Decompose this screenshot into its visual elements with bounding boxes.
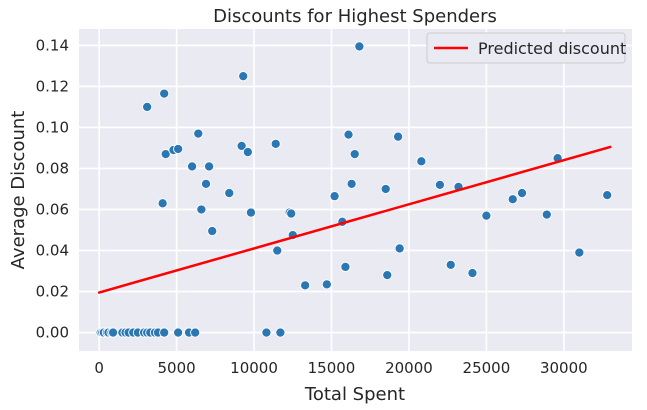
data-point [157, 198, 168, 209]
data-point [160, 149, 171, 160]
y-gridlines [79, 44, 632, 334]
data-point [416, 156, 427, 167]
data-point [270, 138, 281, 149]
x-axis-label: Total Spent [304, 384, 405, 405]
x-gridlines [98, 29, 565, 351]
data-point [507, 194, 518, 205]
legend-box [426, 32, 626, 64]
y-tick-label: 0.00 [36, 324, 69, 342]
data-point [200, 178, 212, 189]
data-point [142, 101, 153, 112]
x-tick-label: 30000 [540, 359, 588, 377]
plot-area [79, 29, 632, 351]
data-point [329, 191, 340, 202]
x-tick-labels: 0 5000 10000 15000 20000 25000 30000 [94, 359, 587, 377]
x-tick-label: 5000 [157, 359, 195, 377]
y-tick-label: 0.04 [36, 242, 69, 260]
y-axis-label: Average Discount [8, 111, 29, 270]
x-tick-label: 25000 [463, 359, 511, 377]
data-point [242, 147, 253, 158]
data-point [340, 261, 351, 272]
regression-line [97, 145, 612, 294]
data-point [321, 279, 332, 290]
y-tick-label: 0.12 [36, 77, 69, 95]
data-point [261, 327, 272, 338]
y-tick-label: 0.06 [36, 200, 69, 218]
x-tick-label: 0 [94, 359, 104, 377]
data-point [354, 41, 365, 52]
y-tick-label: 0.08 [36, 159, 69, 177]
data-point [190, 327, 201, 338]
data-point [238, 71, 249, 82]
data-point [394, 243, 405, 254]
y-tick-label: 0.10 [36, 118, 69, 136]
x-tick-label: 20000 [385, 359, 433, 377]
legend: Predicted discount [426, 32, 626, 64]
data-point [393, 131, 404, 142]
data-point [349, 149, 360, 160]
data-point [445, 259, 456, 270]
y-tick-labels: 0.00 0.02 0.04 0.06 0.08 0.10 0.12 0.14 [36, 36, 69, 341]
data-point [343, 129, 354, 140]
data-point [173, 327, 184, 338]
x-tick-label: 10000 [230, 359, 278, 377]
data-point [173, 143, 184, 155]
data-point [204, 161, 215, 172]
data-point [196, 204, 207, 215]
data-point [602, 190, 613, 201]
chart-title: Discounts for Highest Spenders [213, 6, 497, 27]
data-point [382, 270, 393, 281]
data-point [467, 268, 478, 279]
data-point [574, 247, 585, 258]
data-point [300, 280, 311, 291]
data-point [346, 178, 357, 189]
data-point [286, 208, 297, 219]
data-point [193, 128, 204, 139]
data-point [236, 140, 247, 151]
data-point [272, 245, 283, 256]
legend-label: Predicted discount [478, 39, 626, 58]
data-point [541, 209, 552, 220]
data-point [380, 183, 391, 195]
data-point [481, 210, 492, 221]
data-point [224, 188, 235, 199]
data-point [434, 179, 445, 190]
data-point [108, 327, 119, 338]
data-point [516, 188, 528, 199]
data-point [275, 327, 286, 338]
x-tick-label: 15000 [308, 359, 356, 377]
y-tick-label: 0.14 [36, 36, 69, 54]
data-point [245, 207, 256, 218]
data-point [159, 327, 170, 338]
data-point [159, 88, 170, 99]
y-tick-label: 0.02 [36, 283, 69, 301]
data-point [207, 225, 218, 237]
data-point [187, 161, 198, 172]
